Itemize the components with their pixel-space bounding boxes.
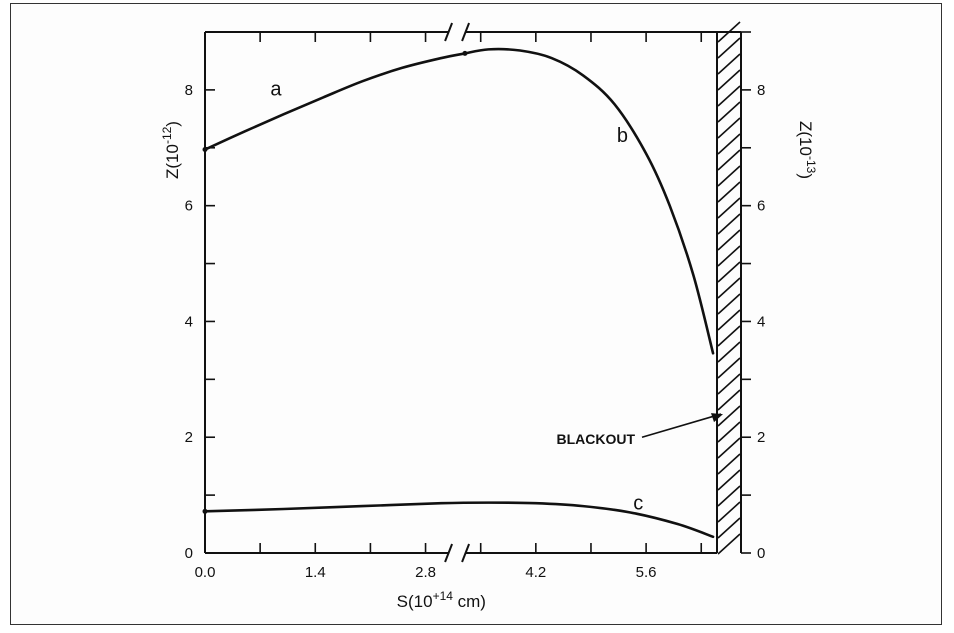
blackout-hatch-line [717,469,741,491]
blackout-hatch-line [717,437,741,459]
blackout-hatch-line [717,117,741,139]
x-tick-label: 1.4 [305,564,326,581]
y-tick-label-left: 0 [185,545,193,562]
x-tick-label: 4.2 [525,564,546,581]
blackout-hatch-line [717,229,741,251]
blackout-hatch-line [717,149,741,171]
y-tick-label-left: 4 [185,313,193,330]
y-tick-label-left: 2 [185,429,193,446]
blackout-hatch-line [717,325,741,347]
series-label-c: c [633,493,643,515]
series-c-start-point [202,508,208,514]
blackout-hatch-line [717,533,741,555]
x-tick-label: 5.6 [636,564,657,581]
blackout-hatch-line [717,373,741,395]
axis-break-mark-top-1 [444,22,453,42]
blackout-hatch-line [717,213,741,235]
blackout-arrow-head [711,413,723,423]
blackout-hatch-line [717,389,741,411]
blackout-hatch-line [717,53,741,75]
series-b-start-point [462,50,468,56]
y-tick-label-left: 6 [185,198,193,215]
blackout-hatch-line [717,21,741,43]
y-tick-label-right: 8 [757,82,765,99]
blackout-hatch-line [717,261,741,283]
blackout-annotation: BLACKOUT [556,431,635,447]
blackout-hatch-line [717,341,741,363]
y-tick-label-right: 4 [757,313,765,330]
blackout-hatch-line [717,453,741,475]
x-tick-label: 0.0 [195,564,216,581]
blackout-hatch-line [717,501,741,523]
blackout-hatch-line [717,69,741,91]
y-tick-label-right: 6 [757,198,765,215]
blackout-hatch-line [717,37,741,59]
blackout-hatch-line [717,485,741,507]
series-a-start-point [202,147,208,153]
blackout-hatch-line [717,165,741,187]
blackout-hatch-line [717,517,741,539]
y-axis-title-right: Z(10-13) [796,121,818,179]
blackout-hatch-line [717,101,741,123]
blackout-hatch-line [717,293,741,315]
x-axis-title: S(10+14 cm) [397,589,486,611]
blackout-hatch-line [717,421,741,443]
series-label-a: a [270,79,282,101]
series-a-line [203,52,467,151]
y-tick-label-right: 2 [757,429,765,446]
blackout-hatch-line [717,277,741,299]
series-c-line [203,501,715,539]
axis-break-mark-bottom-2 [461,543,470,563]
blackout-hatch-line [717,85,741,107]
blackout-hatch-line [717,245,741,267]
blackout-hatch-line [717,309,741,331]
blackout-hatch-line [717,133,741,155]
axis-break-mark-top-2 [461,22,470,42]
x-tick-label: 2.8 [415,564,436,581]
blackout-arrow-line [641,413,722,438]
series-label-b: b [617,125,628,147]
y-axis-title-left: Z(10-12) [160,121,182,179]
y-tick-label-left: 8 [185,82,193,99]
blackout-hatch-line [717,197,741,219]
y-tick-label-right: 0 [757,545,765,562]
blackout-hatch-line [717,181,741,203]
axis-break-mark-bottom-1 [444,543,453,563]
series-b-line [463,47,715,355]
blackout-hatch-line [717,357,741,379]
blackout-hatch-line [717,405,741,427]
figure-frame [10,3,942,625]
